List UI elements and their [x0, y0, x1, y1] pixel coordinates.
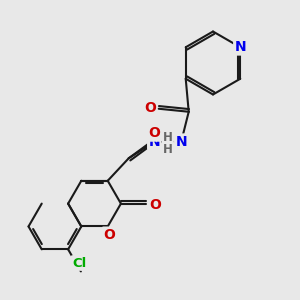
Text: H: H — [163, 143, 173, 156]
Text: Cl: Cl — [72, 256, 86, 269]
Text: O: O — [144, 101, 156, 115]
Text: O: O — [148, 126, 160, 140]
Text: N: N — [148, 135, 160, 149]
Text: O: O — [103, 228, 115, 242]
Text: H: H — [163, 131, 173, 144]
Text: N: N — [176, 135, 187, 149]
Text: O: O — [149, 198, 161, 212]
Text: N: N — [235, 40, 246, 54]
